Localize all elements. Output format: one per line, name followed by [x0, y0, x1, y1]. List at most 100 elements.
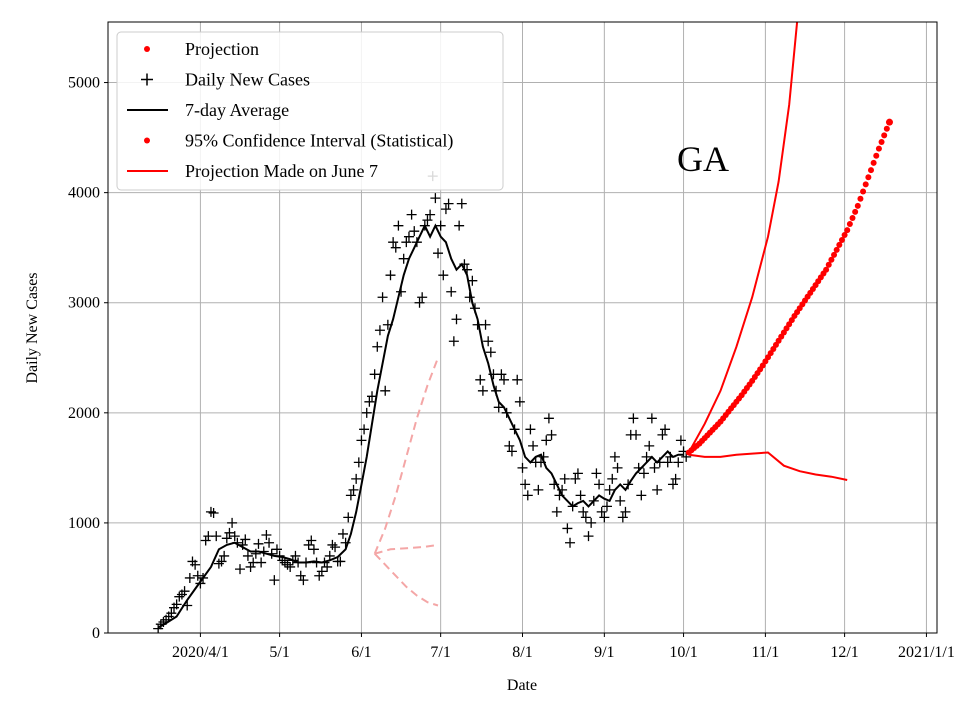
data-point — [440, 204, 451, 215]
data-point — [253, 538, 264, 549]
series-projection-made-on-june-7-lower-ci — [373, 553, 439, 607]
data-point — [403, 231, 414, 242]
projection-point — [881, 132, 888, 139]
series-95-confidence-interval-statistical-lower — [688, 451, 848, 481]
projection-point — [860, 188, 867, 195]
data-point — [221, 533, 232, 544]
data-point — [617, 512, 628, 523]
data-point — [219, 550, 230, 561]
data-point — [433, 248, 444, 259]
projection-point — [841, 232, 848, 239]
legend-dot-marker — [144, 137, 150, 144]
projection-point — [838, 236, 845, 243]
projection-point — [854, 202, 861, 209]
projection-point — [883, 125, 890, 132]
data-point — [174, 591, 185, 602]
data-point — [327, 539, 338, 550]
data-point — [385, 270, 396, 281]
data-point — [662, 457, 673, 468]
legend-plus-marker — [141, 73, 153, 86]
data-point — [316, 566, 327, 577]
data-point — [406, 209, 417, 220]
series-line — [373, 357, 439, 555]
data-point — [528, 440, 539, 451]
data-point — [525, 424, 536, 435]
data-point — [374, 325, 385, 336]
x-tick-label: 2020/4/1 — [172, 644, 229, 661]
y-tick-label: 0 — [92, 625, 100, 642]
data-point — [586, 517, 597, 528]
data-point — [322, 561, 333, 572]
data-point — [359, 424, 370, 435]
data-point — [649, 462, 660, 473]
projection-point — [846, 221, 853, 228]
axis-ticks: 2020/4/1 5/1 6/1 7/1 8/1 9/1 10/1 11/1 12/1 2021/… — [68, 75, 955, 661]
data-point — [192, 570, 203, 581]
data-point — [575, 490, 586, 501]
data-point — [546, 429, 557, 440]
projection-point — [870, 159, 877, 166]
x-tick-label: 10/1 — [669, 644, 697, 661]
data-point — [414, 297, 425, 308]
data-point — [670, 473, 681, 484]
data-point — [290, 550, 301, 561]
data-point — [475, 374, 486, 385]
data-point — [565, 537, 576, 548]
data-point — [351, 473, 362, 484]
data-point — [335, 556, 346, 567]
data-point — [348, 484, 359, 495]
series-layer — [153, 22, 893, 633]
data-point — [641, 451, 652, 462]
data-point — [229, 531, 240, 542]
legend-item-projection-made-on-june-7: Projection Made on June 7 — [127, 161, 378, 181]
legend-label: Daily New Cases — [185, 70, 310, 90]
legend: Projection Daily New Cases 7-day Average 95… — [116, 31, 504, 191]
data-point — [153, 623, 164, 633]
data-point — [422, 215, 433, 226]
data-point — [390, 242, 401, 253]
data-point — [496, 369, 507, 380]
legend-box — [116, 31, 504, 191]
series-line — [157, 223, 684, 629]
data-point — [261, 530, 272, 541]
data-point — [303, 539, 314, 550]
data-point — [599, 512, 610, 523]
data-point — [171, 599, 182, 610]
data-point — [208, 508, 219, 519]
data-point — [364, 396, 375, 407]
data-point — [435, 220, 446, 231]
x-tick-label: 2021/1/1 — [898, 644, 955, 661]
data-point — [559, 473, 570, 484]
legend-label: Projection Made on June 7 — [185, 161, 378, 181]
data-point — [298, 575, 309, 586]
data-point — [615, 495, 626, 506]
data-point — [443, 198, 454, 209]
data-point — [200, 535, 211, 546]
series-daily-new-cases — [153, 171, 692, 633]
data-point — [522, 490, 533, 501]
data-point — [425, 209, 436, 220]
data-point — [377, 292, 388, 303]
data-point — [493, 402, 504, 413]
data-point — [604, 484, 615, 495]
data-point — [306, 535, 317, 546]
data-point — [499, 374, 510, 385]
x-tick-label: 9/1 — [594, 644, 614, 661]
y-tick-label: 5000 — [68, 75, 100, 92]
data-point — [245, 561, 256, 572]
data-point — [594, 479, 605, 490]
series-projection — [685, 118, 893, 456]
data-point — [369, 369, 380, 380]
data-point — [446, 286, 457, 297]
data-point — [456, 198, 467, 209]
data-point — [570, 473, 581, 484]
y-tick-label: 3000 — [68, 295, 100, 312]
series-projection-made-on-june-7-upper-ci — [374, 543, 439, 555]
data-point — [330, 542, 341, 553]
series-line — [688, 451, 848, 481]
data-point — [282, 559, 293, 570]
data-point — [314, 570, 325, 581]
data-point — [580, 512, 591, 523]
data-point — [279, 557, 290, 568]
projection-point — [844, 227, 851, 234]
